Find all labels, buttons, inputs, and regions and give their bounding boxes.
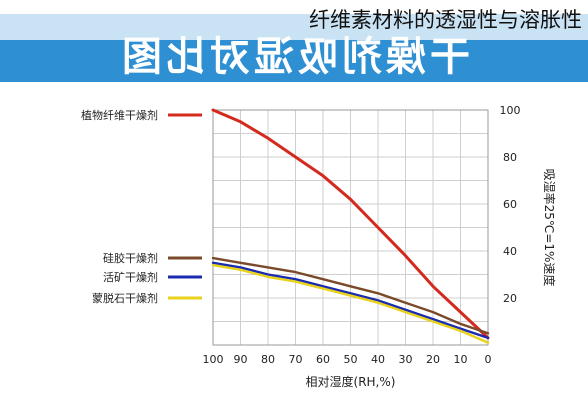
caption-text: 纤维素材料的透湿性与溶胀性 — [309, 8, 582, 32]
series-lines — [211, 108, 490, 344]
y-tick-label: 60 — [503, 198, 517, 211]
series-line-2 — [211, 256, 490, 335]
legend-label-3: 活矿干燥剂 — [103, 270, 158, 284]
y-tick-label: 100 — [500, 104, 521, 117]
x-tick-label: 10 — [454, 353, 468, 366]
legend-label-2: 硅胶干燥剂 — [103, 251, 158, 265]
legend-label-4: 蒙脱石干燥剂 — [92, 291, 158, 305]
series-line-3 — [211, 261, 490, 340]
x-tick-label: 40 — [371, 353, 385, 366]
x-tick-label: 100 — [203, 353, 224, 366]
y-tick-label: 40 — [503, 245, 517, 258]
caption-overlay: 纤维素材料的透湿性与溶胀性 — [0, 0, 588, 40]
x-tick-label: 50 — [344, 353, 358, 366]
axis-labels: 100 90 80 70 60 50 40 30 20 10 010080604020相对湿度(RH… — [203, 104, 558, 389]
x-tick-label: 90 — [234, 353, 248, 366]
x-axis-label: 相对湿度(RH,%) — [306, 374, 396, 389]
series-line-1 — [211, 108, 490, 340]
x-tick-label: 60 — [316, 353, 330, 366]
x-tick-label: 80 — [261, 353, 275, 366]
y-tick-label: 80 — [503, 151, 517, 164]
y-tick-label: 20 — [503, 292, 517, 305]
legend-label-1: 植物纤维干燥剂 — [81, 108, 158, 122]
y-axis-label: 吸湿率25℃=1%速度 — [542, 169, 557, 287]
x-tick-label: 20 — [426, 353, 440, 366]
series-line-4 — [211, 263, 490, 344]
plot-axes — [212, 109, 489, 346]
x-tick-label: 30 — [399, 353, 413, 366]
plot-grid — [212, 109, 489, 346]
x-tick-label: 0 — [485, 353, 492, 366]
plot-frame — [212, 109, 489, 346]
x-tick-label: 70 — [289, 353, 303, 366]
